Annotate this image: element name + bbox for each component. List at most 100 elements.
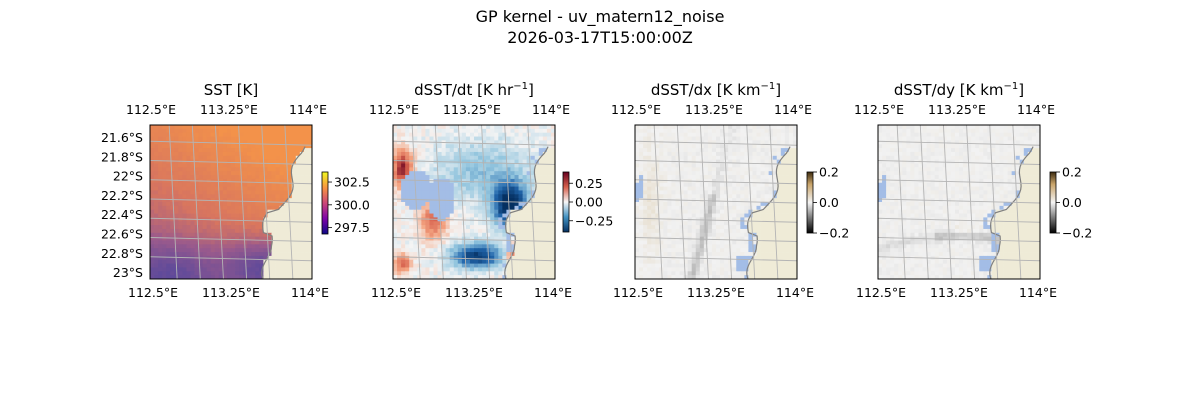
heatmap-cell xyxy=(740,175,745,180)
heatmap-cell xyxy=(425,128,430,134)
heatmap-cell xyxy=(647,232,652,238)
heatmap-cell xyxy=(760,140,765,145)
heatmap-cell xyxy=(186,271,191,276)
gridline-meridian xyxy=(653,124,663,280)
heatmap-cell xyxy=(214,209,220,214)
heatmap-cell xyxy=(235,144,240,149)
heatmap-cell xyxy=(421,275,426,280)
heatmap-cell xyxy=(251,213,256,218)
heatmap-cell xyxy=(635,163,640,168)
heatmap-cell xyxy=(166,271,171,276)
heatmap-cell xyxy=(210,151,216,157)
heatmap-cell xyxy=(235,209,240,214)
heatmap-cell xyxy=(174,252,179,257)
heatmap-cell xyxy=(724,198,729,203)
heatmap-cell xyxy=(736,182,741,187)
heatmap-cell xyxy=(441,209,447,214)
heatmap-cell xyxy=(756,167,761,172)
heatmap-cell xyxy=(154,244,159,249)
heatmap-cell xyxy=(178,267,183,272)
heatmap-cell xyxy=(732,136,737,141)
heatmap-cell xyxy=(716,209,721,214)
heatmap-cell xyxy=(760,163,765,168)
heatmap-cell xyxy=(546,240,552,245)
heatmap-cell xyxy=(235,194,240,199)
heatmap-cell xyxy=(546,128,552,134)
heatmap-cell xyxy=(744,209,749,214)
heatmap-cell xyxy=(405,252,410,257)
heatmap-cell xyxy=(417,236,422,241)
heatmap-cell xyxy=(291,232,297,238)
heatmap-cell xyxy=(482,248,487,253)
heatmap-cell xyxy=(214,171,220,176)
heatmap-cell xyxy=(780,186,786,191)
heatmap-cell xyxy=(445,136,451,141)
heatmap-cells xyxy=(150,125,313,280)
heatmap-cell xyxy=(393,198,398,203)
heatmap-cell xyxy=(707,198,713,203)
heatmap-cell xyxy=(720,263,725,268)
heatmap-cell xyxy=(405,263,410,268)
heatmap-cell xyxy=(538,228,544,234)
heatmap-cell xyxy=(707,267,713,272)
heatmap-cell xyxy=(194,244,199,249)
heatmap-cell xyxy=(639,190,644,195)
heatmap-cell xyxy=(546,259,552,264)
heatmap-cell xyxy=(776,213,782,218)
heatmap-cell xyxy=(756,182,761,187)
heatmap-cell xyxy=(174,186,179,191)
heatmap-cell xyxy=(752,155,757,161)
heatmap-cell xyxy=(768,186,774,191)
heatmap-cell xyxy=(732,140,737,145)
heatmap-cell xyxy=(166,240,171,245)
heatmap-cell xyxy=(967,128,972,134)
heatmap-cell xyxy=(679,163,684,168)
heatmap-cell xyxy=(259,155,264,161)
heatmap-cell xyxy=(707,140,713,145)
heatmap-cell xyxy=(417,202,422,207)
heatmap-cell xyxy=(409,259,414,264)
heatmap-cell xyxy=(182,259,187,264)
heatmap-cell xyxy=(425,151,430,157)
heatmap-cell xyxy=(174,236,179,241)
heatmap-cell xyxy=(772,132,778,137)
heatmap-cell xyxy=(162,244,167,249)
heatmap-cell xyxy=(788,225,794,230)
heatmap-cell xyxy=(397,144,402,149)
heatmap-cell xyxy=(498,140,503,145)
heatmap-cell xyxy=(421,132,426,137)
heatmap-cell xyxy=(445,167,451,172)
heatmap-cell xyxy=(655,232,660,238)
heatmap-cell xyxy=(235,202,240,207)
heatmap-cell xyxy=(299,236,305,241)
heatmap-cell xyxy=(469,140,475,145)
heatmap-cell xyxy=(687,267,693,272)
panel-title-exponent: −1 xyxy=(761,81,776,92)
heatmap-cell xyxy=(999,125,1004,130)
heatmap-cell xyxy=(1023,125,1029,130)
heatmap-cell xyxy=(162,144,167,149)
heatmap-cell xyxy=(522,178,528,184)
heatmap-cell xyxy=(764,128,770,134)
heatmap-cell xyxy=(425,202,430,207)
heatmap-cell xyxy=(190,259,195,264)
heatmap-cell xyxy=(469,125,475,130)
heatmap-cell xyxy=(194,186,199,191)
heatmap-cell xyxy=(210,171,216,176)
heatmap-cell xyxy=(703,151,709,157)
heatmap-cell xyxy=(421,128,426,134)
heatmap-cell xyxy=(691,240,697,245)
heatmap-cell xyxy=(784,159,790,164)
heatmap-cell xyxy=(206,240,212,245)
heatmap-cell xyxy=(401,232,406,238)
heatmap-cell xyxy=(490,259,495,264)
heatmap-cell xyxy=(502,275,507,280)
heatmap-cell xyxy=(760,190,765,195)
heatmap-cell xyxy=(691,148,697,153)
heatmap-cell xyxy=(166,167,171,172)
heatmap-cell xyxy=(170,228,175,234)
heatmap-cell xyxy=(206,202,212,207)
heatmap-cell xyxy=(546,163,552,168)
heatmap-cell xyxy=(502,148,507,153)
heatmap-cell xyxy=(768,167,774,172)
